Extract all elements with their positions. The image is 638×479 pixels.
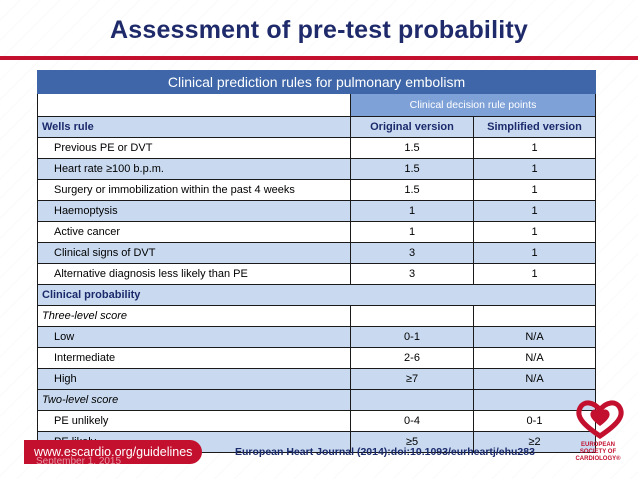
header-row-columns: Wells rule Original version Simplified v…: [38, 116, 595, 137]
wells-heading: Wells rule: [38, 117, 351, 137]
slide-footer: www.escardio.org/guidelines September 1,…: [0, 400, 638, 479]
original-points-cell: 1: [351, 201, 474, 221]
citation: European Heart Journal (2014):doi:10.109…: [235, 446, 535, 458]
row-label: PE unlikely: [38, 411, 351, 431]
two-level-heading-label: Two-level score: [38, 390, 351, 410]
original-points-cell: 0-4: [351, 411, 474, 431]
empty-cell: [351, 306, 474, 326]
two-level-heading: Two-level score: [38, 389, 595, 410]
three-level-heading: Three-level score: [38, 305, 595, 326]
simplified-points-cell: N/A: [525, 331, 544, 343]
three-level-row: Intermediate 2-6 N/A: [38, 347, 595, 368]
original-points-cell: 0-1: [351, 327, 474, 347]
original-points-cell: 3: [351, 264, 474, 284]
row-label: Clinical signs of DVT: [38, 243, 351, 263]
wells-row: Surgery or immobilization within the pas…: [38, 179, 595, 200]
simplified-points-cell: 1: [531, 226, 538, 238]
row-label: Haemoptysis: [38, 201, 351, 221]
simplified-points-cell: N/A: [525, 373, 544, 385]
simplified-points-cell: 1: [531, 142, 538, 154]
esc-heart-logo-icon: [576, 400, 624, 440]
three-level-row: Low 0-1 N/A: [38, 326, 595, 347]
title-divider: [0, 56, 638, 60]
two-level-row: PE unlikely 0-4 0-1: [38, 410, 595, 431]
original-points-cell: 3: [351, 243, 474, 263]
wells-row: Alternative diagnosis less likely than P…: [38, 263, 595, 284]
empty-cell: [351, 390, 474, 410]
logo-line-3: CARDIOLOGY®: [575, 456, 621, 462]
row-label: Low: [38, 327, 351, 347]
logo-line-2: SOCIETY OF: [579, 449, 617, 455]
simplified-points-cell: 1: [531, 247, 538, 259]
simplified-points-cell: 1: [531, 163, 538, 175]
row-label: High: [38, 369, 351, 389]
logo-line-1: EUROPEAN: [580, 442, 615, 448]
row-label: Intermediate: [38, 348, 351, 368]
header-span-cell: Clinical decision rule points: [351, 94, 595, 116]
wells-row: Previous PE or DVT 1.5 1: [38, 137, 595, 158]
simplified-points-cell: ≥2: [528, 436, 541, 448]
simplified-points-cell: 0-1: [526, 415, 543, 427]
row-label: Previous PE or DVT: [38, 138, 351, 158]
simplified-points-cell: 1: [531, 184, 538, 196]
simplified-points-cell: N/A: [525, 352, 544, 364]
empty-cell: [474, 306, 595, 326]
original-points-cell: 1.5: [351, 138, 474, 158]
row-label: Active cancer: [38, 222, 351, 242]
guidelines-link[interactable]: www.escardio.org/guidelines: [24, 440, 203, 464]
wells-row: Active cancer 1 1: [38, 221, 595, 242]
slide-title: Assessment of pre-test probability: [109, 16, 528, 44]
table-title: Clinical prediction rules for pulmonary …: [37, 70, 596, 94]
clinical-probability-heading: Clinical probability: [38, 284, 595, 305]
simplified-points-cell: 1: [531, 268, 538, 280]
simplified-points-cell: 1: [531, 205, 538, 217]
footer-date: September 1, 2015: [36, 456, 122, 467]
original-points-cell: 1.5: [351, 159, 474, 179]
original-points-cell: 1.5: [351, 180, 474, 200]
original-points-cell: ≥7: [351, 369, 474, 389]
prediction-rules-table: Clinical prediction rules for pulmonary …: [37, 70, 596, 453]
original-points-cell: ≥5: [351, 432, 474, 452]
wells-row: Haemoptysis 1 1: [38, 200, 595, 221]
esc-logo-text: EUROPEAN SOCIETY OF CARDIOLOGY®: [568, 442, 628, 463]
row-label: Surgery or immobilization within the pas…: [38, 180, 351, 200]
col-simplified-header: Simplified version: [487, 121, 582, 133]
table-body: Clinical decision rule points Wells rule…: [37, 94, 596, 453]
header-blank-cell: [38, 94, 351, 116]
wells-row: Clinical signs of DVT 3 1: [38, 242, 595, 263]
wells-row: Heart rate ≥100 b.p.m. 1.5 1: [38, 158, 595, 179]
clinical-probability-heading-label: Clinical probability: [42, 289, 141, 301]
col-original-header: Original version: [351, 117, 474, 137]
original-points-cell: 2-6: [351, 348, 474, 368]
header-row-span: Clinical decision rule points: [38, 94, 595, 116]
three-level-row: High ≥7 N/A: [38, 368, 595, 389]
row-label: Heart rate ≥100 b.p.m.: [38, 159, 351, 179]
row-label: Alternative diagnosis less likely than P…: [38, 264, 351, 284]
original-points-cell: 1: [351, 222, 474, 242]
three-level-heading-label: Three-level score: [38, 306, 351, 326]
